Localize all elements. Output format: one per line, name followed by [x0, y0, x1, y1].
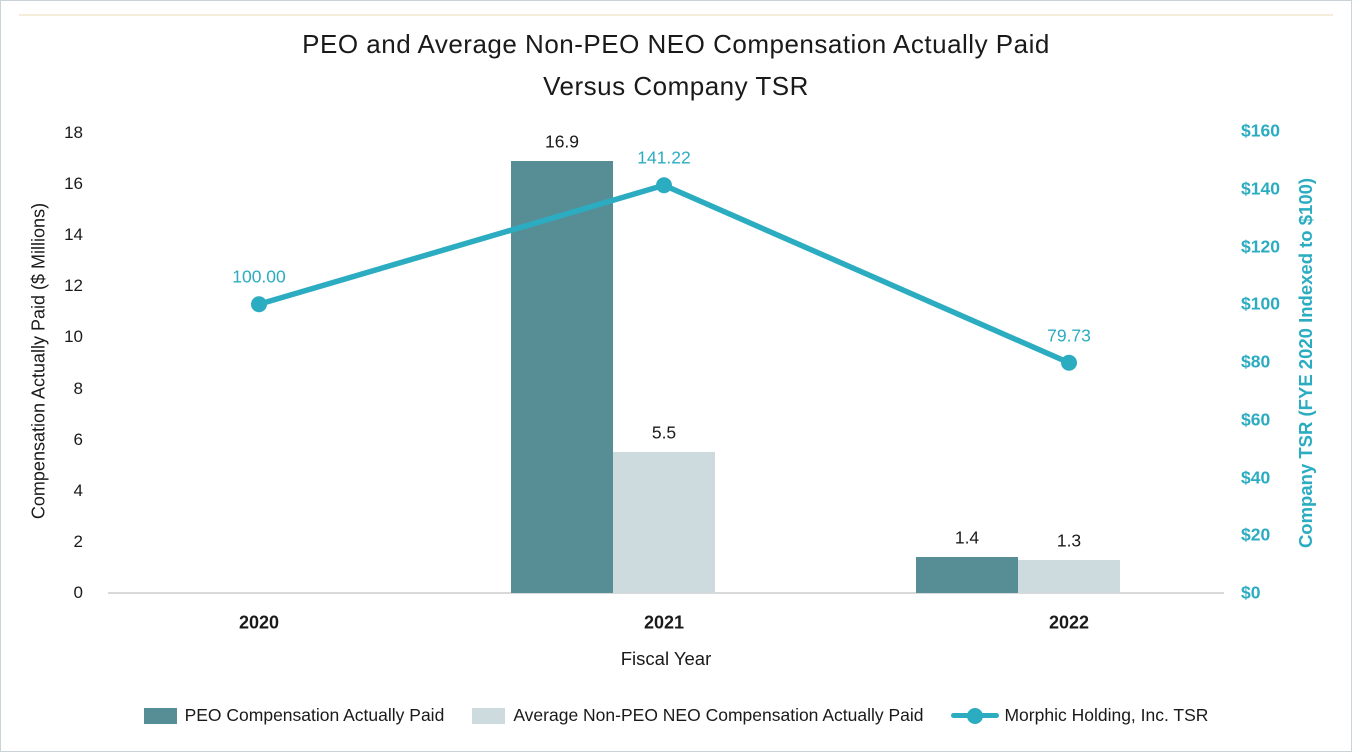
bar-value-label: 1.3 — [1056, 530, 1082, 551]
bar-peo-2022 — [916, 557, 1018, 593]
y-axis-left-tick: 18 — [64, 123, 83, 142]
x-axis-tick-2020: 2020 — [238, 612, 280, 633]
chart-title: PEO and Average Non-PEO NEO Compensation… — [1, 23, 1351, 107]
y-axis-right-tick: $80 — [1241, 351, 1271, 372]
y-axis-right-tick: $20 — [1241, 524, 1271, 545]
legend-bar-swatch-icon — [143, 707, 177, 724]
y-axis-left-tick: 16 — [64, 174, 83, 194]
legend-label: PEO Compensation Actually Paid — [184, 705, 445, 725]
bar-value-label: 5.5 — [651, 422, 677, 443]
top-accent-line — [19, 14, 1333, 16]
bar-neo-2021 — [613, 452, 715, 593]
y-axis-right-tick: $100 — [1241, 293, 1280, 314]
y-axis-right-tick: $140 — [1241, 178, 1280, 199]
legend: PEO Compensation Actually Paid Average No… — [1, 705, 1351, 726]
bar-peo-2021 — [511, 161, 613, 593]
right-axis-title: Company TSR (FYE 2020 Indexed to $100) — [1295, 177, 1316, 549]
y-axis-right-tick: $120 — [1241, 236, 1280, 256]
tsr-line — [256, 182, 1072, 366]
y-axis-right-tick: $60 — [1241, 409, 1271, 430]
legend-item: Morphic Holding, Inc. TSR — [951, 705, 1208, 726]
y-axis-left-tick: 2 — [73, 531, 83, 551]
y-axis-left-tick: 12 — [64, 276, 83, 296]
chart-title-line-2: Versus Company TSR — [543, 71, 809, 101]
y-axis-left-tick: 0 — [73, 583, 83, 602]
tsr-value-label: 100.00 — [232, 266, 286, 287]
tsr-marker — [1061, 354, 1077, 371]
bar-value-label: 16.9 — [544, 131, 580, 152]
y-axis-left-tick: 4 — [73, 480, 83, 500]
x-axis-tick-2022: 2022 — [1048, 612, 1090, 633]
y-axis-right-tick: $40 — [1241, 467, 1271, 487]
y-axis-left-tick: 6 — [73, 429, 83, 449]
y-axis-left-tick: 14 — [64, 225, 83, 245]
legend-label: Average Non-PEO NEO Compensation Actuall… — [513, 705, 924, 725]
y-axis-left-tick: 10 — [64, 327, 83, 347]
x-axis-title: Fiscal Year — [620, 648, 712, 669]
legend-label: Morphic Holding, Inc. TSR — [1004, 705, 1209, 725]
x-axis-tick-2021: 2021 — [643, 612, 685, 633]
tsr-marker — [656, 177, 672, 194]
legend-item: PEO Compensation Actually Paid — [143, 705, 445, 726]
x-axis-line — [108, 592, 1224, 594]
tsr-value-label: 79.73 — [1047, 325, 1091, 346]
tsr-marker — [251, 296, 267, 313]
legend-item: Average Non-PEO NEO Compensation Actuall… — [472, 705, 923, 726]
bar-neo-2022 — [1018, 559, 1120, 593]
tsr-value-label: 141.22 — [637, 147, 691, 168]
legend-bar-swatch-icon — [472, 707, 506, 724]
bar-value-label: 1.4 — [954, 527, 980, 548]
y-axis-left-tick: 8 — [73, 378, 83, 398]
legend-line-marker-icon — [951, 707, 1000, 724]
left-axis-title: Compensation Actually Paid ($ Millions) — [28, 202, 49, 520]
y-axis-right-tick: $160 — [1241, 120, 1280, 141]
y-axis-right-tick: $0 — [1241, 582, 1261, 603]
chart-title-line-1: PEO and Average Non-PEO NEO Compensation… — [302, 29, 1050, 59]
